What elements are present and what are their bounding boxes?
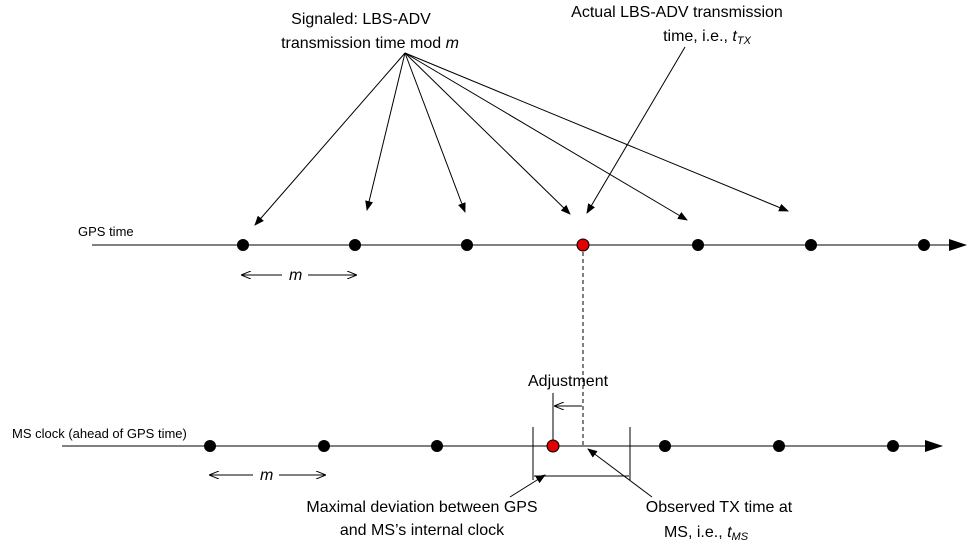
ms-m-label: m <box>260 467 273 484</box>
gps-dot <box>237 239 249 251</box>
ms-dot <box>887 440 899 452</box>
signaled-arrows <box>254 52 789 226</box>
ms-dot-observed-tx <box>546 439 560 453</box>
gps-time-label: GPS time <box>78 224 134 239</box>
ms-dot <box>659 440 671 452</box>
observed-tx-arrow <box>587 448 653 498</box>
observed-label-line2: MS, i.e., tMS <box>664 524 749 543</box>
gps-m-label: m <box>289 267 302 284</box>
signaled-arrow <box>404 52 466 213</box>
ms-dot <box>204 440 216 452</box>
ms-dot <box>318 440 330 452</box>
gps-dot-actual-tx <box>576 238 590 252</box>
max-deviation-arrow <box>509 474 546 498</box>
actual-label-line1: Actual LBS-ADV transmission <box>571 4 783 21</box>
gps-dot <box>349 239 361 251</box>
ms-dot <box>773 440 785 452</box>
adjustment-label: Adjustment <box>528 373 609 390</box>
observed-label-line1: Observed TX time at <box>646 499 793 516</box>
actual-label-line2: time, i.e., tTX <box>663 28 752 47</box>
signaled-label-line2: transmission time mod m <box>281 35 459 52</box>
ms-tick-dots <box>204 439 899 453</box>
max-deviation-label-line2: and MS’s internal clock <box>340 522 505 539</box>
signaled-label-line1: Signaled: LBS-ADV <box>291 11 431 28</box>
gps-tick-dots <box>237 238 930 252</box>
ms-clock-label: MS clock (ahead of GPS time) <box>12 426 187 441</box>
signaled-arrow <box>404 52 789 212</box>
gps-dot <box>692 239 704 251</box>
signaled-arrow <box>365 52 406 211</box>
gps-dot <box>805 239 817 251</box>
actual-tx-arrow <box>586 46 686 214</box>
signaled-arrow <box>254 52 406 226</box>
signaled-arrow <box>404 52 688 221</box>
signaled-arrow <box>404 52 571 215</box>
ms-dot <box>431 440 443 452</box>
gps-dot <box>461 239 473 251</box>
max-deviation-label-line1: Maximal deviation between GPS <box>306 499 537 516</box>
gps-dot <box>918 239 930 251</box>
